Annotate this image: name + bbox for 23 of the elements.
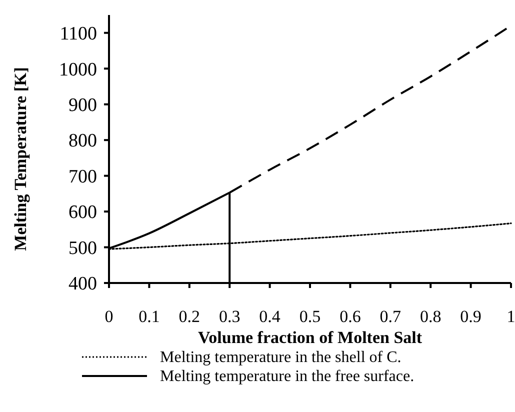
y-tick-label: 500 <box>68 238 97 259</box>
x-tick-label: 0.1 <box>138 306 160 326</box>
y-tick-label: 400 <box>68 274 97 295</box>
y-tick-label: 800 <box>68 130 97 152</box>
x-tick-label: 0.5 <box>299 306 321 326</box>
y-tick-label: 900 <box>68 94 97 116</box>
x-axis-title: Volume fraction of Molten Salt <box>198 328 422 347</box>
y-tick-label: 1000 <box>59 59 97 80</box>
y-tick-label: 600 <box>68 202 97 224</box>
legend-label: Melting temperature in the free surface. <box>160 368 414 385</box>
x-tick-label: 1 <box>506 306 515 326</box>
y-axis-title: Melting Temperature [K] <box>11 67 30 251</box>
x-tick-label: 0.4 <box>259 306 281 326</box>
x-tick-label: 0.7 <box>380 306 402 326</box>
y-tick-label: 1100 <box>60 24 97 45</box>
x-tick-label: 0.6 <box>340 306 361 326</box>
x-tick-label: 0.2 <box>178 306 200 326</box>
y-tick-label: 700 <box>68 166 97 188</box>
x-tick-label: 0 <box>104 306 114 326</box>
x-tick-label: 0.9 <box>460 306 482 326</box>
x-tick-label: 0.3 <box>218 306 240 326</box>
legend-label: Melting temperature in the shell of C. <box>160 349 402 366</box>
x-tick-label: 0.8 <box>420 306 442 326</box>
